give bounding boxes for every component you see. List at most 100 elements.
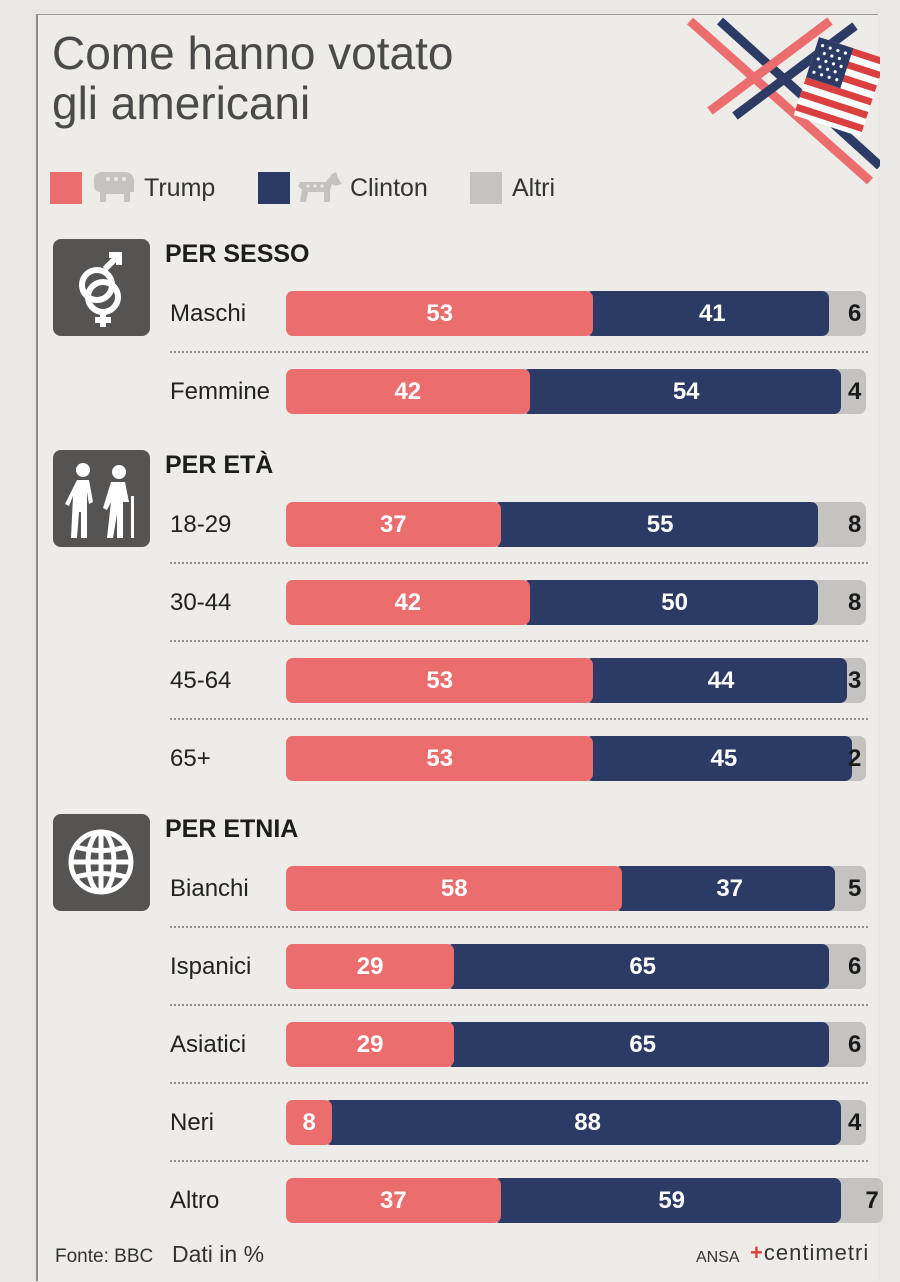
data-label-trump: 58 xyxy=(440,875,468,902)
section-title: PER ETNIA xyxy=(165,815,299,843)
row-label: Neri xyxy=(170,1109,215,1136)
gender-icon xyxy=(53,239,150,336)
data-label-clinton: 88 xyxy=(574,1109,601,1136)
infographic-panel xyxy=(36,14,878,1281)
bar-trump xyxy=(286,944,455,989)
row-label: Altro xyxy=(170,1187,220,1214)
row-separator xyxy=(170,562,868,564)
data-label-trump: 29 xyxy=(356,953,384,980)
bar-clinton xyxy=(492,1178,841,1223)
row-label: Asiatici xyxy=(170,1031,247,1058)
row-separator xyxy=(170,1004,868,1006)
row-label: Ispanici xyxy=(170,953,252,980)
data-label-altri: 2 xyxy=(848,745,862,772)
bar-clinton xyxy=(521,580,818,625)
data-label-altri: 7 xyxy=(865,1187,879,1214)
data-label-clinton: 59 xyxy=(658,1187,686,1214)
bar-clinton xyxy=(614,866,835,911)
data-label-altri: 4 xyxy=(848,1109,862,1136)
row-label: 30-44 xyxy=(170,589,232,616)
legend-label-altri: Altri xyxy=(512,174,556,202)
data-label-trump: 29 xyxy=(356,1031,384,1058)
legend-swatch-clinton xyxy=(258,172,290,204)
bar-trump xyxy=(286,658,594,703)
data-label-altri: 5 xyxy=(848,875,862,902)
data-label-altri: 6 xyxy=(848,300,862,327)
bar-trump xyxy=(286,369,530,414)
agency-name: ANSA xyxy=(696,1249,740,1266)
data-label-altri: 8 xyxy=(848,589,862,616)
data-label-clinton: 44 xyxy=(707,667,735,694)
bar-clinton xyxy=(585,291,830,336)
data-label-clinton: 65 xyxy=(629,1031,657,1058)
row-label: Maschi xyxy=(170,300,247,327)
source-note: Fonte: BBC xyxy=(55,1246,154,1267)
bar-trump xyxy=(286,1178,501,1223)
row-label: 18-29 xyxy=(170,511,232,538)
data-label-trump: 42 xyxy=(394,589,422,616)
elderly-people-icon xyxy=(53,450,150,547)
row-separator xyxy=(170,718,868,720)
elephant-icon xyxy=(94,172,134,202)
data-label-clinton: 41 xyxy=(698,300,726,327)
data-label-clinton: 37 xyxy=(716,875,744,902)
row-separator xyxy=(170,1082,868,1084)
brand-logo: +centimetri xyxy=(750,1239,869,1267)
bar-trump xyxy=(286,291,594,336)
section-title: PER ETÀ xyxy=(165,451,274,479)
bar-clinton xyxy=(521,369,841,414)
row-separator xyxy=(170,351,868,353)
bar-trump xyxy=(286,1022,455,1067)
title-line-2: gli americani xyxy=(52,77,311,129)
bar-trump xyxy=(286,736,594,781)
data-label-clinton: 55 xyxy=(646,511,674,538)
data-label-trump: 37 xyxy=(379,511,407,538)
row-label: 65+ xyxy=(170,745,211,772)
row-separator xyxy=(170,1160,868,1162)
row-label: Femmine xyxy=(170,378,271,405)
bar-trump xyxy=(286,866,623,911)
data-label-altri: 8 xyxy=(848,511,862,538)
data-label-trump: 37 xyxy=(379,1187,407,1214)
chart-title: Come hanno votato gli americani xyxy=(52,28,454,128)
data-label-altri: 6 xyxy=(848,1031,862,1058)
bar-altri xyxy=(832,1178,884,1223)
data-label-trump: 53 xyxy=(426,667,454,694)
bar-trump xyxy=(286,580,530,625)
data-label-clinton: 45 xyxy=(710,745,738,772)
legend-swatch-altri xyxy=(470,172,502,204)
us-flag-icon xyxy=(687,17,880,185)
bar-clinton xyxy=(585,736,853,781)
row-separator xyxy=(170,640,868,642)
bar-clinton xyxy=(446,1022,830,1067)
bar-trump xyxy=(286,502,501,547)
units-note: Dati in % xyxy=(172,1241,265,1267)
title-line-1: Come hanno votato xyxy=(52,27,454,79)
brand-name: centimetri xyxy=(763,1240,870,1265)
section-title: PER SESSO xyxy=(165,240,310,268)
legend: Trump Clinton Altri xyxy=(0,170,900,206)
bar-clinton xyxy=(585,658,847,703)
brand-mark-icon: + xyxy=(750,1240,764,1265)
bar-altri xyxy=(809,580,866,625)
bar-altri xyxy=(809,502,866,547)
donkey-icon xyxy=(298,172,342,202)
bar-clinton xyxy=(446,944,830,989)
bar-clinton xyxy=(324,1100,841,1145)
data-label-altri: 3 xyxy=(848,667,862,694)
data-label-trump: 53 xyxy=(426,745,454,772)
legend-swatch-trump xyxy=(50,172,82,204)
data-label-trump: 42 xyxy=(394,378,422,405)
row-label: 45-64 xyxy=(170,667,232,694)
legend-label-trump: Trump xyxy=(144,174,216,202)
data-label-clinton: 65 xyxy=(629,953,657,980)
data-label-trump: 53 xyxy=(426,300,454,327)
data-label-clinton: 54 xyxy=(672,378,700,405)
bar-trump xyxy=(286,1100,333,1145)
row-separator xyxy=(170,926,868,928)
data-label-clinton: 50 xyxy=(661,589,688,616)
row-label: Bianchi xyxy=(170,875,249,902)
data-label-trump: 8 xyxy=(302,1109,316,1136)
data-label-altri: 4 xyxy=(848,378,862,405)
data-label-altri: 6 xyxy=(848,953,862,980)
